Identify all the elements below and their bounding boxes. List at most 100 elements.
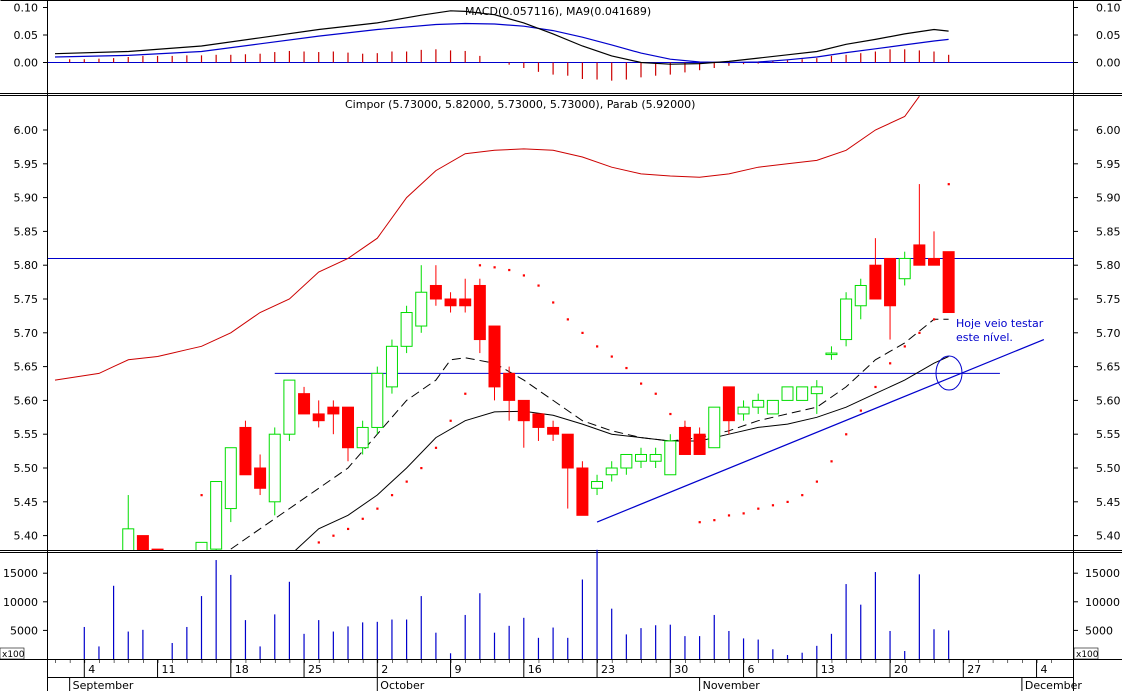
candlestick [840, 292, 853, 347]
candlestick [942, 251, 955, 314]
parabolic-sar-point [390, 494, 394, 497]
candle-body [371, 372, 384, 428]
candlestick [854, 278, 867, 320]
candlestick [283, 379, 296, 441]
parabolic-sar-point [771, 504, 775, 507]
week-label: 30 [674, 663, 688, 676]
price-tick-label: 5.40 [1096, 530, 1121, 543]
volume-tick-label: 15000 [1085, 567, 1120, 580]
candlestick [576, 461, 589, 516]
candlestick [810, 380, 823, 414]
parabolic-sar-point [874, 385, 877, 389]
price-tick-label: 5.75 [1096, 293, 1121, 306]
candle-body [459, 298, 472, 307]
macd-signal-line [54, 22, 949, 64]
candle-body [268, 433, 281, 503]
price-tick-label: 5.80 [1096, 259, 1121, 272]
candle-body [210, 481, 223, 550]
parabolic-sar-point [698, 521, 701, 524]
week-label: 6 [748, 663, 755, 676]
macd-axis-ticks: 0.10 0.10 0.05 0.05 0.00 0.00 [14, 2, 1121, 70]
candlestick [825, 346, 838, 360]
candlestick [928, 231, 940, 266]
candle-body [840, 298, 853, 341]
parabolic-sar-point [434, 446, 438, 449]
parabolic-sar-point [405, 480, 408, 483]
candlestick [708, 406, 721, 449]
week-label: 11 [162, 663, 176, 676]
candle-body [415, 291, 428, 327]
candle-body [737, 406, 750, 415]
annotation-ellipse [935, 355, 963, 391]
candle-body [151, 548, 164, 550]
parabolic-sar-point [347, 527, 350, 531]
volume-tick-label: 10000 [1085, 596, 1120, 609]
week-label: 23 [601, 663, 615, 676]
candlestick [122, 495, 135, 550]
candle-body [327, 406, 340, 415]
price-plot-area [54, 96, 955, 550]
price-tick-label: 5.50 [14, 462, 39, 475]
long-moving-average [295, 356, 949, 550]
candlestick [605, 461, 618, 482]
price-tick-label: 5.65 [1096, 361, 1121, 374]
price-tick-label: 5.75 [14, 293, 39, 306]
candlestick [796, 386, 809, 401]
candlestick [429, 265, 442, 306]
candlestick [635, 447, 647, 468]
price-panel: Cimpor (5.73000, 5.82000, 5.73000, 5.730… [54, 96, 955, 550]
month-label: December [1025, 679, 1083, 691]
candle-body [122, 528, 135, 550]
candlestick [342, 406, 354, 462]
parabolic-sar-point [933, 318, 936, 321]
candle-body [576, 467, 589, 516]
short-moving-average [230, 318, 949, 550]
candle-body [224, 447, 237, 510]
candle-body [312, 413, 325, 422]
parabolic-sar-point [376, 507, 379, 510]
candle-body [664, 440, 677, 476]
uptrend-line [596, 339, 1045, 523]
candle-body [854, 284, 867, 307]
candle-body [547, 426, 560, 435]
parabolic-sar-point [420, 467, 423, 470]
price-tick-label: 5.55 [14, 428, 39, 441]
parabolic-sar-point [757, 507, 760, 510]
candlestick [415, 265, 428, 333]
candlestick [781, 386, 794, 401]
candle-body [928, 257, 940, 266]
candlestick [400, 305, 413, 354]
week-label: 4 [88, 663, 95, 676]
candlestick [459, 278, 472, 313]
parabolic-sar-point [815, 480, 818, 483]
candle-body [884, 257, 897, 307]
candlestick [151, 548, 164, 550]
candle-body [356, 426, 369, 449]
candle-body [444, 298, 457, 307]
parabolic-sar-point [522, 274, 525, 277]
macd-tick-label: 0.00 [1096, 57, 1121, 70]
candle-body [913, 244, 926, 266]
candlestick [195, 541, 208, 550]
candle-body [722, 386, 735, 422]
parabolic-sar-point [786, 500, 789, 503]
price-tick-label: 6.00 [1096, 124, 1121, 137]
price-tick-label: 5.85 [14, 225, 39, 238]
annotation-line-2: este nível. [956, 331, 1013, 344]
week-label: 16 [528, 663, 542, 676]
parabolic-sar-point [610, 355, 613, 358]
parabolic-sar-point [566, 318, 569, 321]
candle-body [136, 535, 149, 550]
week-label: 20 [894, 663, 908, 676]
month-label: November [703, 679, 761, 691]
candle-body [605, 467, 618, 476]
candlestick [298, 386, 311, 415]
candle-body [195, 541, 208, 550]
price-title: Cimpor (5.73000, 5.82000, 5.73000, 5.730… [345, 98, 695, 111]
candle-body [693, 433, 706, 455]
candlestick [591, 474, 604, 496]
month-label: October [380, 679, 424, 691]
price-tick-label: 5.90 [14, 192, 39, 205]
price-tick-label: 5.65 [14, 361, 39, 374]
